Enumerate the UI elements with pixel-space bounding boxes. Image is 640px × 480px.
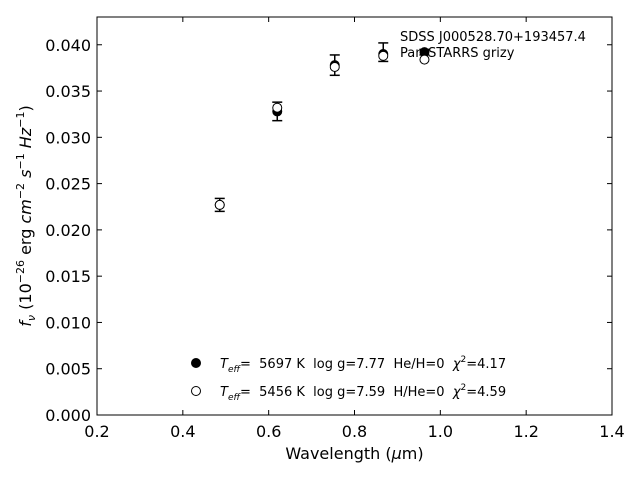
y-axis-ticks: 0.000 0.005 0.010 0.015 0.020 0.025 0.030 0.035… [45,36,612,425]
x-tick-label: 1.2 [513,422,538,441]
legend-label-filled: Teff= 5697 K log g=7.77 He/H=0 χ2=4.17 [220,355,506,375]
x-tick-label: 1.4 [599,422,624,441]
open-point [378,50,389,61]
annotation-object-name: SDSS J000528.70+193457.4 [400,30,586,45]
legend: Teff= 5697 K log g=7.77 He/H=0 χ2=4.17 T… [191,355,506,403]
open-point [329,61,340,72]
y-tick-label: 0.015 [45,267,91,286]
plot-frame [96,16,613,416]
y-tick-label: 0.030 [45,128,91,147]
x-tick-label: 0.4 [170,422,195,441]
y-axis-label: fν (10−26 erg cm−2 s−1 Hz−1) [14,105,38,326]
x-tick-label: 0.6 [256,422,281,441]
annotation-photometry: Pan-STARRS grizy [400,46,515,61]
y-tick-label: 0.010 [45,313,91,332]
legend-marker-filled [191,358,201,368]
y-tick-label: 0.020 [45,221,91,240]
x-tick-label: 0.2 [84,422,109,441]
x-axis-ticks: 0.2 0.4 0.6 0.8 1.0 1.2 1.4 [84,17,625,441]
y-tick-label: 0.000 [45,406,91,425]
legend-label-open: Teff= 5456 K log g=7.59 H/He=0 χ2=4.59 [220,383,506,403]
open-point [272,102,283,113]
y-tick-label: 0.035 [45,82,91,101]
x-tick-label: 0.8 [342,422,367,441]
model-series-filled [214,47,430,210]
y-tick-label: 0.040 [45,36,91,55]
model-series-open [214,50,430,210]
error-bars [214,42,430,213]
open-point [214,199,225,210]
legend-marker-open [191,386,201,396]
open-point [419,54,430,65]
x-tick-label: 1.0 [428,422,453,441]
y-tick-label: 0.005 [45,360,91,379]
y-tick-label: 0.025 [45,175,91,194]
x-axis-label: Wavelength (μm) [285,444,423,463]
